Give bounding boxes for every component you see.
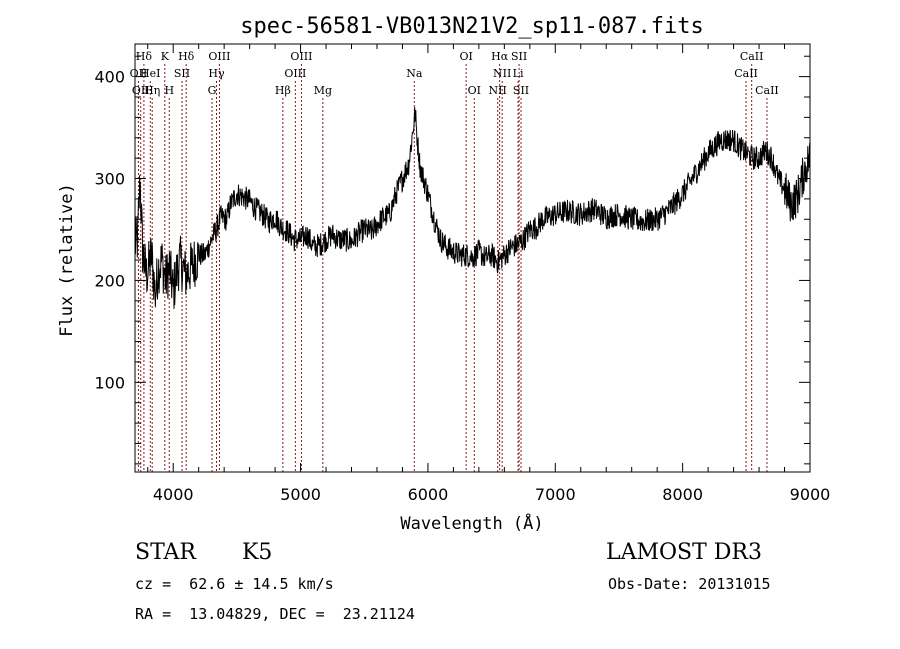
spectral-line-label: Hα: [491, 50, 509, 63]
object-class: STAR: [135, 540, 196, 565]
x-tick-label: 5000: [280, 485, 321, 504]
x-tick-label: 6000: [408, 485, 449, 504]
spectral-line-label: Hδ: [178, 50, 195, 63]
x-tick-label: 7000: [535, 485, 576, 504]
y-tick-label: 100: [94, 373, 125, 392]
x-tick-label: 4000: [153, 485, 194, 504]
spectral-line-label: G: [208, 84, 217, 97]
spectral-line-label: OIII: [208, 50, 230, 63]
observation-date: Obs-Date: 20131015: [608, 575, 771, 593]
spectral-line-label: K: [161, 50, 170, 63]
redshift-value: cz = 62.6 ± 14.5 km/s: [135, 575, 334, 593]
x-tick-label: 8000: [662, 485, 703, 504]
x-tick-label: 9000: [790, 485, 831, 504]
spectral-line-label: SII: [513, 84, 529, 97]
spectral-line-label: HeI: [140, 67, 160, 80]
spectral-line-label: OII: [132, 84, 150, 97]
coordinates: RA = 13.04829, DEC = 23.21124: [135, 605, 415, 623]
plot-frame: [134, 43, 811, 473]
spectral-line-label: OIII: [284, 67, 306, 80]
spectral-line-label: Na: [406, 67, 423, 80]
object-subclass: K5: [242, 540, 273, 565]
survey-name: LAMOST DR3: [606, 540, 762, 565]
y-tick-label: 400: [94, 68, 125, 87]
spectral-line-label: SII: [511, 50, 527, 63]
x-axis-label: Wavelength (Å): [400, 512, 543, 534]
spectral-line-label: Hβ: [275, 84, 291, 97]
spectral-line-label: Mg: [314, 84, 332, 97]
y-tick-label: 300: [94, 170, 125, 189]
spectrum-line: [134, 106, 811, 309]
spectral-line-label: CaII: [740, 50, 764, 63]
spectral-line-label: Hδ: [136, 50, 153, 63]
spectral-line-label: CaII: [734, 67, 758, 80]
chart-title: spec-56581-VB013N21V2_sp11-087.fits: [240, 14, 704, 39]
spectral-line-label: NII: [493, 67, 511, 80]
spectral-line-label: Hη: [144, 84, 160, 97]
spectral-line-label: Hγ: [208, 67, 225, 80]
spectral-line-label: Li: [513, 67, 524, 80]
spectral-line-label: OI: [468, 84, 481, 97]
spectral-line-label: OIII: [290, 50, 312, 63]
spectral-line-label: H: [164, 84, 174, 97]
axis-ticks: 4000 5000 6000 7000 8000 9000 100 200 300 400: [94, 44, 830, 504]
spectral-line-label: NII: [489, 84, 507, 97]
spectral-line-label: CaII: [755, 84, 779, 97]
y-axis-label: Flux (relative): [57, 183, 77, 337]
spectral-line-label: SII: [174, 67, 190, 80]
y-tick-label: 200: [94, 271, 125, 290]
spectral-line-label: OI: [459, 50, 472, 63]
